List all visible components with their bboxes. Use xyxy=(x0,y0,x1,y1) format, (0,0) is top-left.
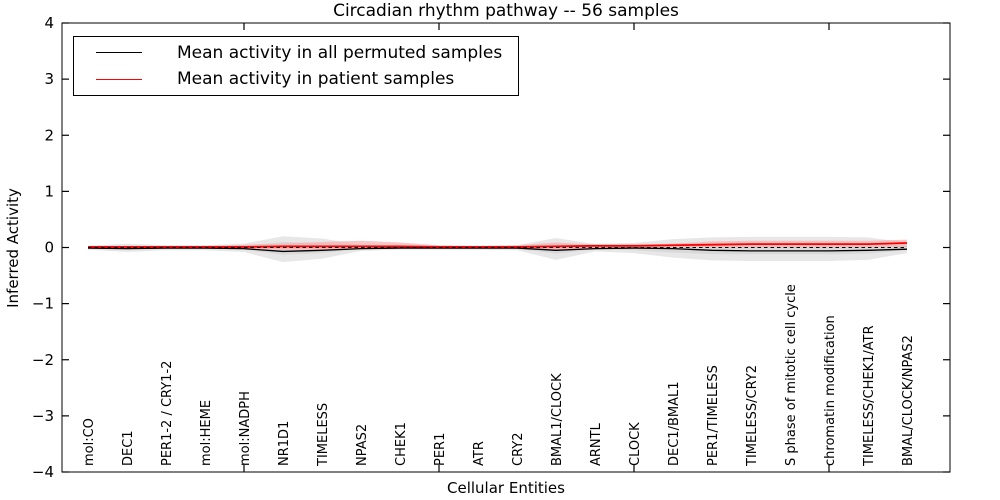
x-category-label: TIMELESS xyxy=(316,403,331,467)
x-category-label: TIMELESS/CHEK1/ATR xyxy=(862,325,877,467)
series-line-patient xyxy=(88,242,908,248)
x-category-label: PER1/TIMELESS xyxy=(706,365,721,466)
x-category-label: PER1-2 / CRY1-2 xyxy=(160,361,175,466)
x-category-label: mol:HEME xyxy=(199,400,214,466)
legend-line-sample-black xyxy=(96,52,142,54)
y-tick-label: −3 xyxy=(32,407,54,425)
x-category-label: BMAL/CLOCK/NPAS2 xyxy=(901,335,916,466)
x-category-label: DEC1 xyxy=(121,430,136,466)
x-axis-label: Cellular Entities xyxy=(447,479,565,497)
x-category-label: NPAS2 xyxy=(355,424,370,466)
y-tick-label: −4 xyxy=(32,463,54,481)
y-tick-label: −2 xyxy=(32,351,54,369)
y-tick-label: 3 xyxy=(44,70,54,88)
chart-title: Circadian rhythm pathway -- 56 samples xyxy=(333,1,679,21)
x-category-label: DEC1/BMAL1 xyxy=(667,382,682,467)
x-category-label: ARNTL xyxy=(589,422,604,466)
x-category-label: PER1 xyxy=(433,433,448,466)
series-line-permuted xyxy=(87,247,908,253)
y-axis-label-wrap: Inferred Activity xyxy=(0,23,26,472)
y-tick-label: 4 xyxy=(44,14,54,32)
x-category-label: BMAL1/CLOCK xyxy=(550,373,565,466)
legend-label: Mean activity in patient samples xyxy=(177,69,455,90)
y-axis-label: Inferred Activity xyxy=(4,187,23,308)
x-category-label: mol:NADPH xyxy=(238,391,253,466)
x-category-label: CHEK1 xyxy=(394,422,409,466)
x-category-label: NR1D1 xyxy=(277,421,292,466)
y-tick-label: −1 xyxy=(32,295,54,313)
x-category-label: S phase of mitotic cell cycle xyxy=(784,284,799,466)
y-tick-label: 1 xyxy=(44,182,54,200)
legend: Mean activity in all permuted samples Me… xyxy=(73,36,519,96)
y-tick-label: 2 xyxy=(44,126,54,144)
legend-label: Mean activity in all permuted samples xyxy=(177,42,503,63)
x-category-label: chromatin modification xyxy=(823,315,838,466)
x-category-label: ATR xyxy=(472,441,487,466)
x-category-label: TIMELESS/CRY2 xyxy=(745,365,760,467)
y-tick-label: 0 xyxy=(44,239,54,257)
x-category-label: mol:CO xyxy=(82,418,97,466)
legend-entry-patient: Mean activity in patient samples xyxy=(74,66,518,92)
legend-line-sample-red xyxy=(96,78,142,80)
x-category-label: CLOCK xyxy=(628,422,643,466)
legend-entry-permuted: Mean activity in all permuted samples xyxy=(74,40,518,66)
x-category-label: CRY2 xyxy=(511,433,526,467)
